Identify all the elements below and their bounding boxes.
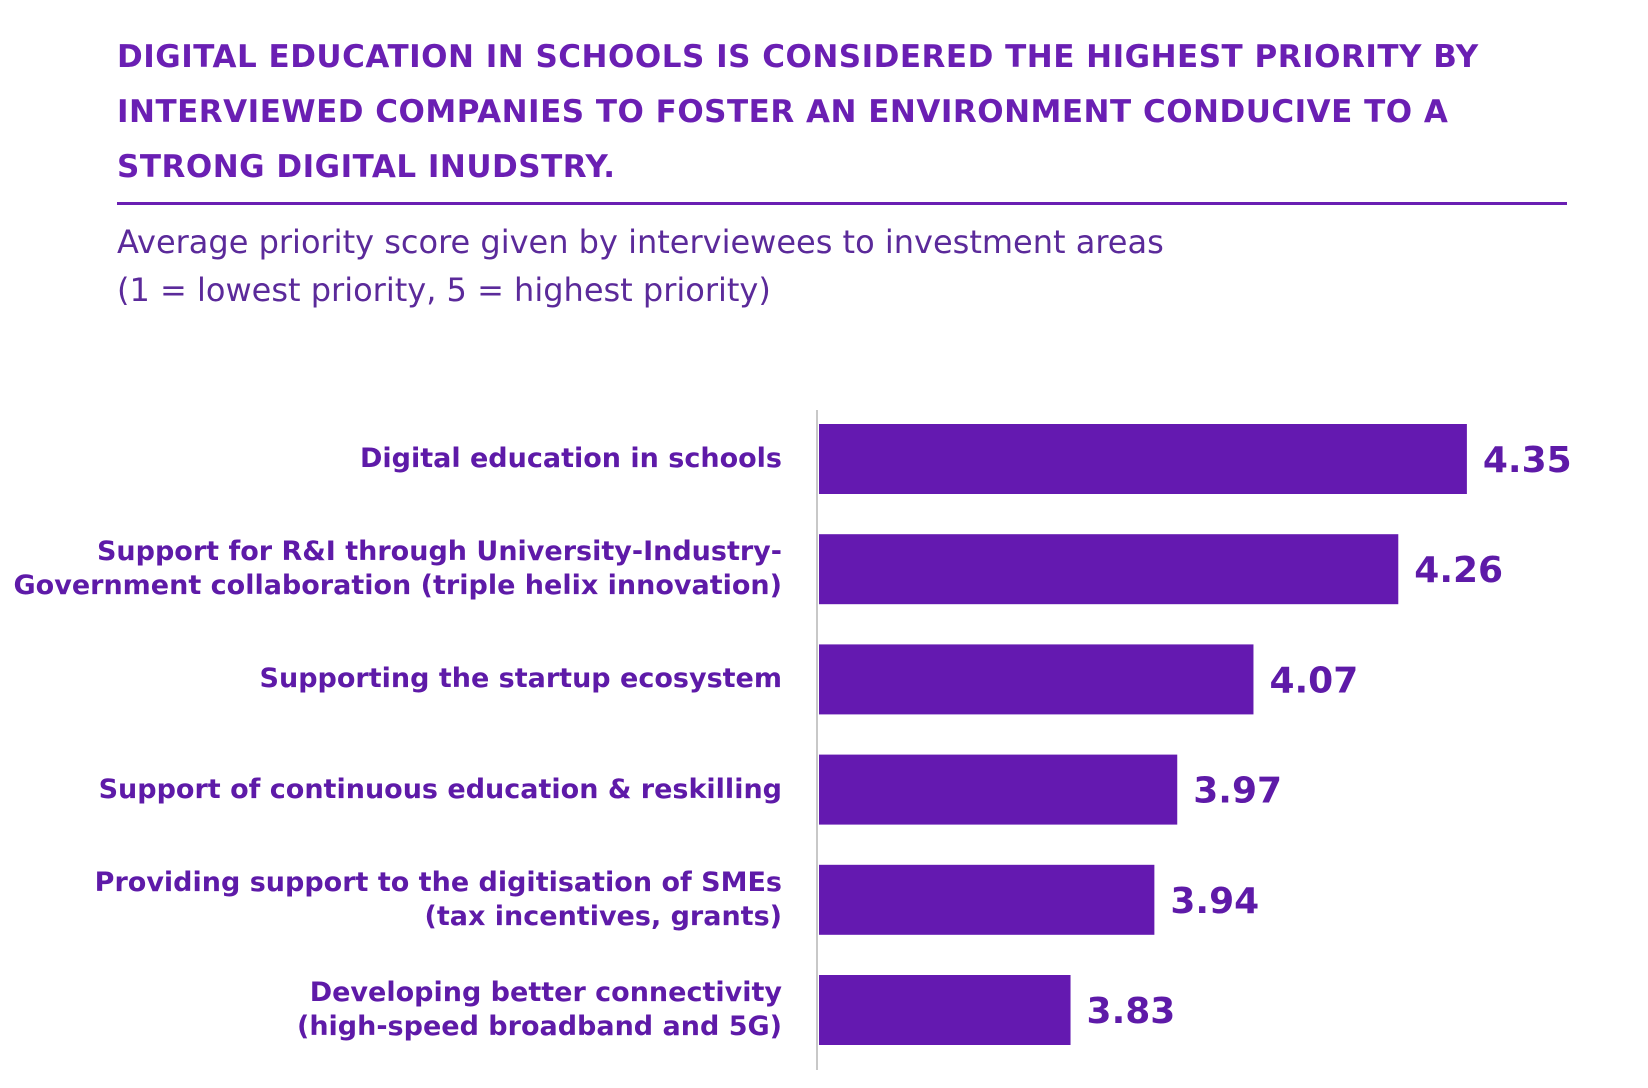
category-label: Support of continuous education & reskil… (98, 773, 782, 805)
value-label: 4.07 (1269, 660, 1358, 701)
value-label: 3.83 (1087, 991, 1176, 1032)
chart-subtitle: Average priority score given by intervie… (117, 223, 1164, 309)
category-label: Supporting the startup ecosystem (259, 663, 782, 695)
bar (819, 754, 1178, 825)
category-label: Providing support to the digitisation of… (94, 866, 782, 932)
category-label: Digital education in schools (359, 443, 782, 474)
title-rule (117, 202, 1567, 205)
value-label: 3.94 (1170, 881, 1259, 922)
value-label: 4.35 (1483, 440, 1572, 481)
bar (819, 534, 1399, 605)
bar (819, 975, 1071, 1045)
category-label: Developing better connectivity (high-spe… (296, 977, 782, 1042)
bar (819, 864, 1155, 935)
chart-title: DIGITAL EDUCATION IN SCHOOLS IS CONSIDER… (117, 39, 1479, 185)
bar (819, 424, 1467, 494)
value-label: 3.97 (1193, 771, 1282, 812)
bar (819, 644, 1254, 715)
category-label: Support for R&I through University-Indus… (13, 536, 782, 602)
value-label: 4.26 (1414, 550, 1503, 591)
